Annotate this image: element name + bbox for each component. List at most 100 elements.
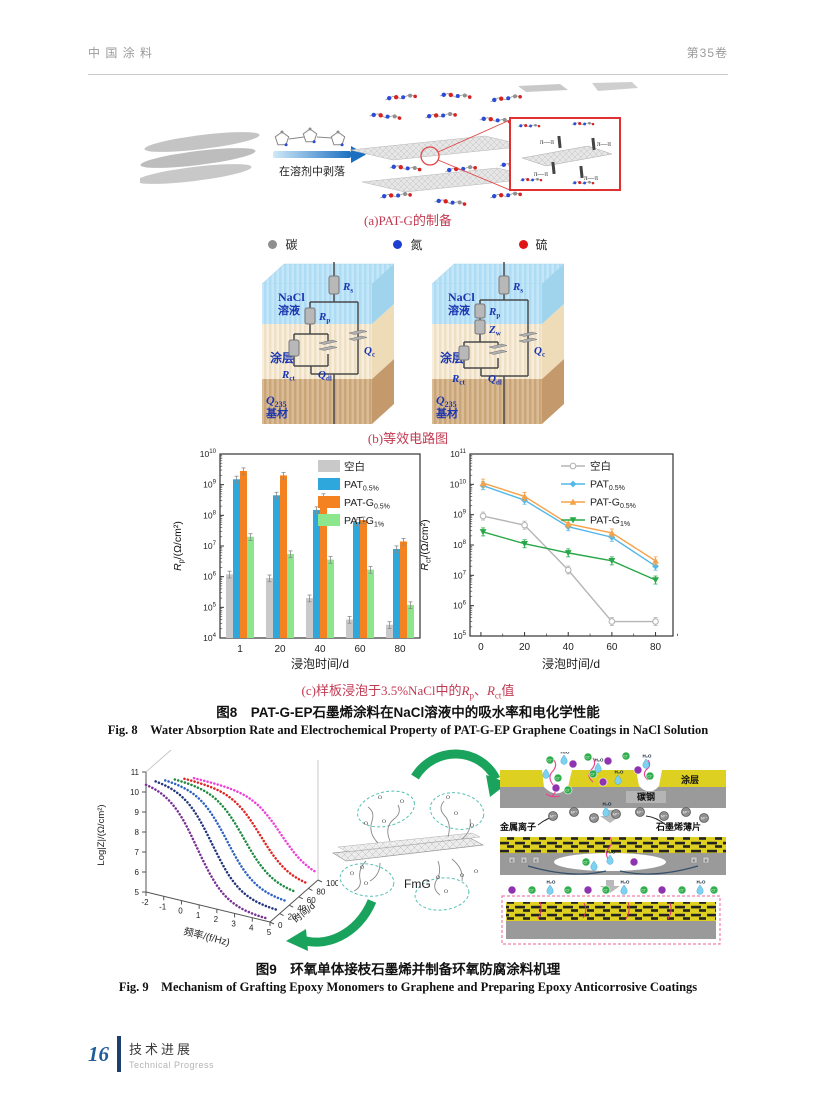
svg-text:105: 105 [453,630,466,641]
svg-text:e: e [693,858,696,863]
svg-text:PAT-G1%: PAT-G1% [590,515,630,529]
svg-text:9: 9 [135,808,140,817]
svg-text:Cl⁻: Cl⁻ [679,888,684,892]
sulfur-dot-icon [518,240,528,249]
svg-text:e: e [523,858,526,863]
metal-ion-label: 金属离子 [499,821,536,832]
pi-pi-inset: π—π π—π π—π π—π [509,117,621,191]
rct-line-chart: 105 106 107 108 109 1010 1011 0 20 40 60 80 空白 PAT0.5… [419,448,678,671]
svg-text:Cl⁻: Cl⁻ [641,888,646,892]
svg-text:109: 109 [203,479,216,490]
coating-label: 涂层 [681,774,699,785]
label-rct: Rct [281,369,295,383]
svg-text:1010: 1010 [200,448,217,459]
svg-text:6: 6 [135,868,140,877]
svg-text:107: 107 [203,540,216,551]
svg-text:11: 11 [131,768,140,777]
graphene-sheet-label: 石墨烯薄片 [655,821,701,832]
svg-text:5: 5 [267,928,272,937]
atom-legend: 碳 氮 硫 [0,236,816,253]
ion-particles: Cl⁻ Cl⁻ Cl⁻ Cl⁻ Cl⁻ Cl⁻ Cl⁻ H₂O H₂O H₂O H₂O Mⁿ⁺ Mⁿ⁺ M… [507,752,719,895]
svg-text:H₂O: H₂O [607,850,616,855]
label-zw: Zw [488,324,502,338]
svg-text:5: 5 [135,888,140,897]
svg-text:基材: 基材 [265,406,288,420]
svg-text:Mⁿ⁺: Mⁿ⁺ [613,813,619,817]
legend-item-sulfur: 硫 [518,236,548,253]
nitrogen-dot-icon [393,240,403,249]
blocked-paths [537,901,672,920]
label-qdl: Qdl [318,369,332,383]
equivalent-circuit-right: NaCl 溶液 涂层 Q235 基材 Rs Rp Zw Rct Qdl Qc [431,262,565,425]
legend-item-carbon: 碳 [268,236,297,253]
epoxy-group-highlights [339,790,485,911]
fig8-caption-c: (c)样板浸泡于3.5%NaCl中的Rp、Rct值 [301,683,515,701]
svg-text:8: 8 [135,828,140,837]
svg-text:Mⁿ⁺: Mⁿ⁺ [591,817,597,821]
svg-text:Cl⁻: Cl⁻ [583,860,588,864]
svg-text:浸泡时间/d: 浸泡时间/d [291,657,349,671]
process-arrow-bottom [286,899,377,951]
svg-text:Rp/(Ω/cm²): Rp/(Ω/cm²) [172,521,186,571]
svg-text:O: O [444,889,448,895]
fig9-caption-cn: 图9 环氧单体接枝石墨烯并制备环氧防腐涂料机理 [255,962,561,977]
fig8-caption-cn: 图8 PAT-G-EP石墨烯涂料在NaCl溶液中的吸水率和电化学性能 [216,705,600,720]
step-arrow-icon [600,810,620,823]
svg-text:104: 104 [203,632,216,643]
svg-text:PAT-G0.5%: PAT-G0.5% [590,497,636,511]
svg-text:O: O [350,871,354,877]
footer-divider-bar [117,1036,121,1072]
pi-pi-label: π—π [534,170,549,178]
svg-text:40: 40 [297,904,306,913]
svg-text:Rct: Rct [451,373,465,387]
svg-text:O: O [436,875,440,881]
svg-text:107: 107 [453,569,466,580]
journal-name: 中 国 涂 料 [88,46,154,60]
layer-substrate-label: Q235 [266,393,287,409]
svg-text:105: 105 [203,601,216,612]
svg-text:O: O [446,795,450,801]
svg-text:溶液: 溶液 [448,303,471,317]
svg-text:108: 108 [453,539,466,550]
svg-text:1: 1 [196,911,201,920]
fig8-panel-b-graphic: NaCl 溶液 涂层 Q235 基材 Rs Rp Rct Qdl Qc NaCl… [261,262,565,425]
svg-text:106: 106 [453,600,466,611]
svg-text:1011: 1011 [450,448,466,459]
svg-text:-1: -1 [159,902,167,911]
svg-text:Cl⁻: Cl⁻ [555,776,560,780]
svg-text:Mⁿ⁺: Mⁿ⁺ [571,811,577,815]
corrosion-mechanism-graphic: 涂层 碳钢 金属离子 石墨烯薄片 [499,752,726,945]
svg-text:20: 20 [519,642,531,653]
svg-text:106: 106 [203,571,216,582]
pi-pi-label: π—π [584,174,599,182]
svg-text:O: O [460,873,464,879]
svg-text:Rct/(Ω/cm²): Rct/(Ω/cm²) [419,519,433,570]
svg-text:60: 60 [606,642,618,653]
svg-text:Mⁿ⁺: Mⁿ⁺ [637,811,643,815]
svg-text:1: 1 [237,644,243,655]
svg-text:3: 3 [231,919,236,928]
svg-text:PAT0.5%: PAT0.5% [590,479,625,493]
svg-text:溶液: 溶液 [278,303,301,317]
steel-label: 碳钢 [637,791,655,802]
svg-text:Cl⁻: Cl⁻ [565,788,570,792]
svg-text:NaCl: NaCl [448,290,475,304]
svg-text:1010: 1010 [450,478,467,489]
svg-text:H₂O: H₂O [547,880,556,885]
svg-text:108: 108 [203,509,216,520]
exfoliation-arrow [273,146,366,163]
step-arrow-icon [600,880,620,893]
svg-text:PAT-G0.5%: PAT-G0.5% [344,497,390,511]
footer-section-cn: 技术进展 [129,1042,194,1057]
svg-text:Log|Z|/(Ω/cm²): Log|Z|/(Ω/cm²) [96,804,107,865]
svg-text:H₂O: H₂O [621,880,630,885]
epoxy-chains [353,800,471,896]
header-divider [88,74,728,75]
svg-text:80: 80 [316,887,325,896]
svg-text:Cl⁻: Cl⁻ [623,754,628,758]
svg-text:频率/(f/Hz): 频率/(f/Hz) [182,925,231,949]
equivalent-circuit-left: NaCl 溶液 涂层 Q235 基材 Rs Rp Rct Qdl Qc [261,262,395,425]
panel-protected-coating [501,895,721,945]
svg-text:Rs: Rs [512,281,523,295]
